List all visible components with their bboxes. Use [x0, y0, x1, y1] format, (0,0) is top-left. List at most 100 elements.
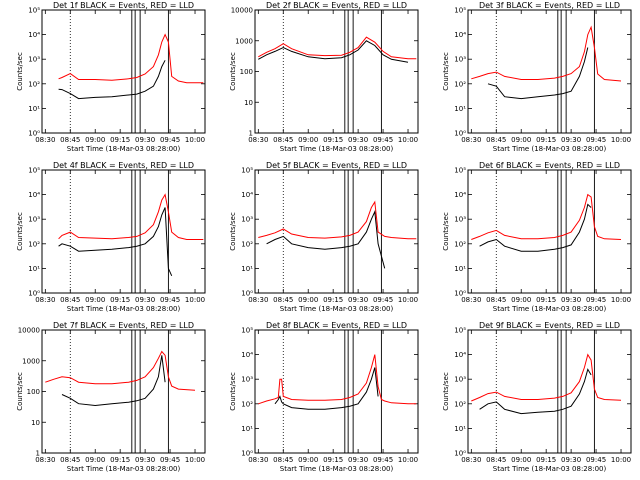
series-line-events [479, 368, 592, 415]
y-tick-label: 10⁰ [454, 130, 466, 138]
y-tick-label: 10³ [241, 216, 253, 224]
chart-svg: Det 6f BLACK = Events, RED = LLD 10⁰ 10¹ 10… [442, 161, 632, 313]
chart-svg: Det 7f BLACK = Events, RED = LLD 1 10 100 10… [16, 321, 206, 473]
series-line-lld [58, 33, 204, 84]
x-tick-label: 08:30 [248, 296, 268, 304]
y-axis-label: Counts/sec [442, 212, 450, 251]
y-tick-label: 10⁵ [241, 167, 253, 175]
x-tick-label: 08:45 [486, 456, 506, 464]
y-tick-label: 1 [36, 450, 40, 458]
y-axis-label: Counts/sec [229, 372, 237, 411]
y-tick-label: 10¹ [454, 265, 466, 273]
y-tick-label: 10⁴ [241, 351, 253, 359]
x-tick-label: 09:30 [348, 136, 368, 144]
series-line-events [274, 367, 379, 410]
series-line-events [479, 203, 592, 252]
x-axis-label: Start Time (18-Mar-03 08:28:00) [493, 145, 607, 153]
x-tick-label: 09:00 [298, 296, 318, 304]
y-tick-label: 10⁵ [241, 327, 253, 335]
plot-frame [254, 9, 419, 134]
x-axis-label: Start Time (18-Mar-03 08:28:00) [493, 305, 607, 313]
x-tick-label: 09:15 [110, 456, 130, 464]
x-tick-label: 08:45 [273, 296, 293, 304]
y-tick-label: 10⁴ [454, 351, 466, 359]
x-tick-label: 09:30 [561, 136, 581, 144]
y-tick-label: 10⁰ [241, 450, 253, 458]
x-tick-label: 10:00 [611, 296, 631, 304]
x-tick-label: 08:30 [461, 456, 481, 464]
x-tick-label: 09:15 [323, 136, 343, 144]
y-tick-label: 1000 [22, 357, 40, 365]
y-tick-label: 10² [454, 80, 466, 88]
y-tick-label: 10⁵ [454, 7, 466, 15]
plot-frame [467, 169, 632, 294]
y-tick-label: 10⁵ [454, 167, 466, 175]
x-tick-label: 09:30 [561, 456, 581, 464]
chart-title: Det 1f BLACK = Events, RED = LLD [53, 1, 194, 10]
x-tick-label: 08:30 [248, 136, 268, 144]
chart-title: Det 9f BLACK = Events, RED = LLD [479, 321, 620, 330]
plot-frame [467, 9, 632, 134]
chart-panel-det-4: Det 4f BLACK = Events, RED = LLD 10⁰ 10¹ 10… [0, 160, 213, 320]
y-tick-label: 10 [244, 99, 253, 107]
x-tick-label: 10:00 [185, 456, 205, 464]
x-tick-label: 09:00 [511, 136, 531, 144]
x-tick-label: 08:45 [486, 136, 506, 144]
x-tick-label: 08:45 [60, 456, 80, 464]
y-tick-label: 10² [241, 240, 253, 248]
y-axis-label: Counts/sec [16, 212, 24, 251]
x-tick-label: 09:00 [85, 456, 105, 464]
y-tick-label: 10³ [454, 216, 466, 224]
chart-svg: Det 8f BLACK = Events, RED = LLD 10⁰ 10¹ 10… [229, 321, 419, 473]
y-tick-label: 10¹ [454, 425, 466, 433]
chart-panel-det-5: Det 5f BLACK = Events, RED = LLD 10⁰ 10¹ 10… [213, 160, 426, 320]
y-tick-label: 10⁵ [28, 7, 40, 15]
y-tick-label: 10² [28, 80, 40, 88]
chart-svg: Det 3f BLACK = Events, RED = LLD 10⁰ 10¹ 10… [442, 1, 632, 153]
y-tick-label: 100 [240, 68, 253, 76]
chart-panel-det-7: Det 7f BLACK = Events, RED = LLD 1 10 100 10… [0, 320, 213, 480]
y-tick-label: 10³ [454, 376, 466, 384]
y-tick-label: 10000 [231, 7, 253, 15]
plot-frame [467, 329, 632, 454]
x-axis-label: Start Time (18-Mar-03 08:28:00) [67, 145, 181, 153]
y-tick-label: 10⁴ [28, 31, 40, 39]
y-tick-label: 10000 [18, 327, 40, 335]
y-axis-label: Counts/sec [16, 52, 24, 91]
x-tick-label: 09:00 [85, 296, 105, 304]
chart-panel-det-2: Det 2f BLACK = Events, RED = LLD 1 10 100 10… [213, 0, 426, 160]
y-axis-label: Counts/sec [442, 52, 450, 91]
x-tick-label: 09:45 [160, 456, 180, 464]
x-tick-label: 09:00 [298, 136, 318, 144]
y-tick-label: 10 [31, 419, 40, 427]
x-axis-label: Start Time (18-Mar-03 08:28:00) [493, 465, 607, 473]
x-tick-label: 10:00 [185, 136, 205, 144]
x-tick-label: 09:30 [561, 296, 581, 304]
series-line-lld [471, 193, 622, 240]
x-axis-label: Start Time (18-Mar-03 08:28:00) [67, 305, 181, 313]
x-tick-label: 09:15 [536, 456, 556, 464]
chart-svg: Det 9f BLACK = Events, RED = LLD 10⁰ 10¹ 10… [442, 321, 632, 473]
y-tick-label: 10² [28, 240, 40, 248]
x-tick-label: 08:45 [486, 296, 506, 304]
series-line-lld [471, 353, 622, 402]
x-tick-label: 09:45 [586, 296, 606, 304]
y-tick-label: 10² [454, 240, 466, 248]
series-line-lld [258, 36, 417, 60]
chart-panel-det-1: Det 1f BLACK = Events, RED = LLD 10⁰ 10¹ 10… [0, 0, 213, 160]
x-tick-label: 10:00 [398, 136, 418, 144]
series-line-lld [471, 25, 622, 82]
y-tick-label: 10⁰ [454, 450, 466, 458]
series-line-events [58, 60, 166, 100]
x-axis-label: Start Time (18-Mar-03 08:28:00) [280, 465, 394, 473]
series-line-events [487, 47, 589, 100]
series-line-events [258, 40, 409, 63]
x-tick-label: 09:30 [135, 136, 155, 144]
x-tick-label: 08:30 [35, 136, 55, 144]
x-tick-label: 09:45 [160, 296, 180, 304]
x-tick-label: 09:15 [323, 456, 343, 464]
y-tick-label: 10¹ [28, 265, 40, 273]
x-axis-label: Start Time (18-Mar-03 08:28:00) [280, 145, 394, 153]
x-tick-label: 10:00 [398, 296, 418, 304]
y-tick-label: 10⁰ [28, 290, 40, 298]
